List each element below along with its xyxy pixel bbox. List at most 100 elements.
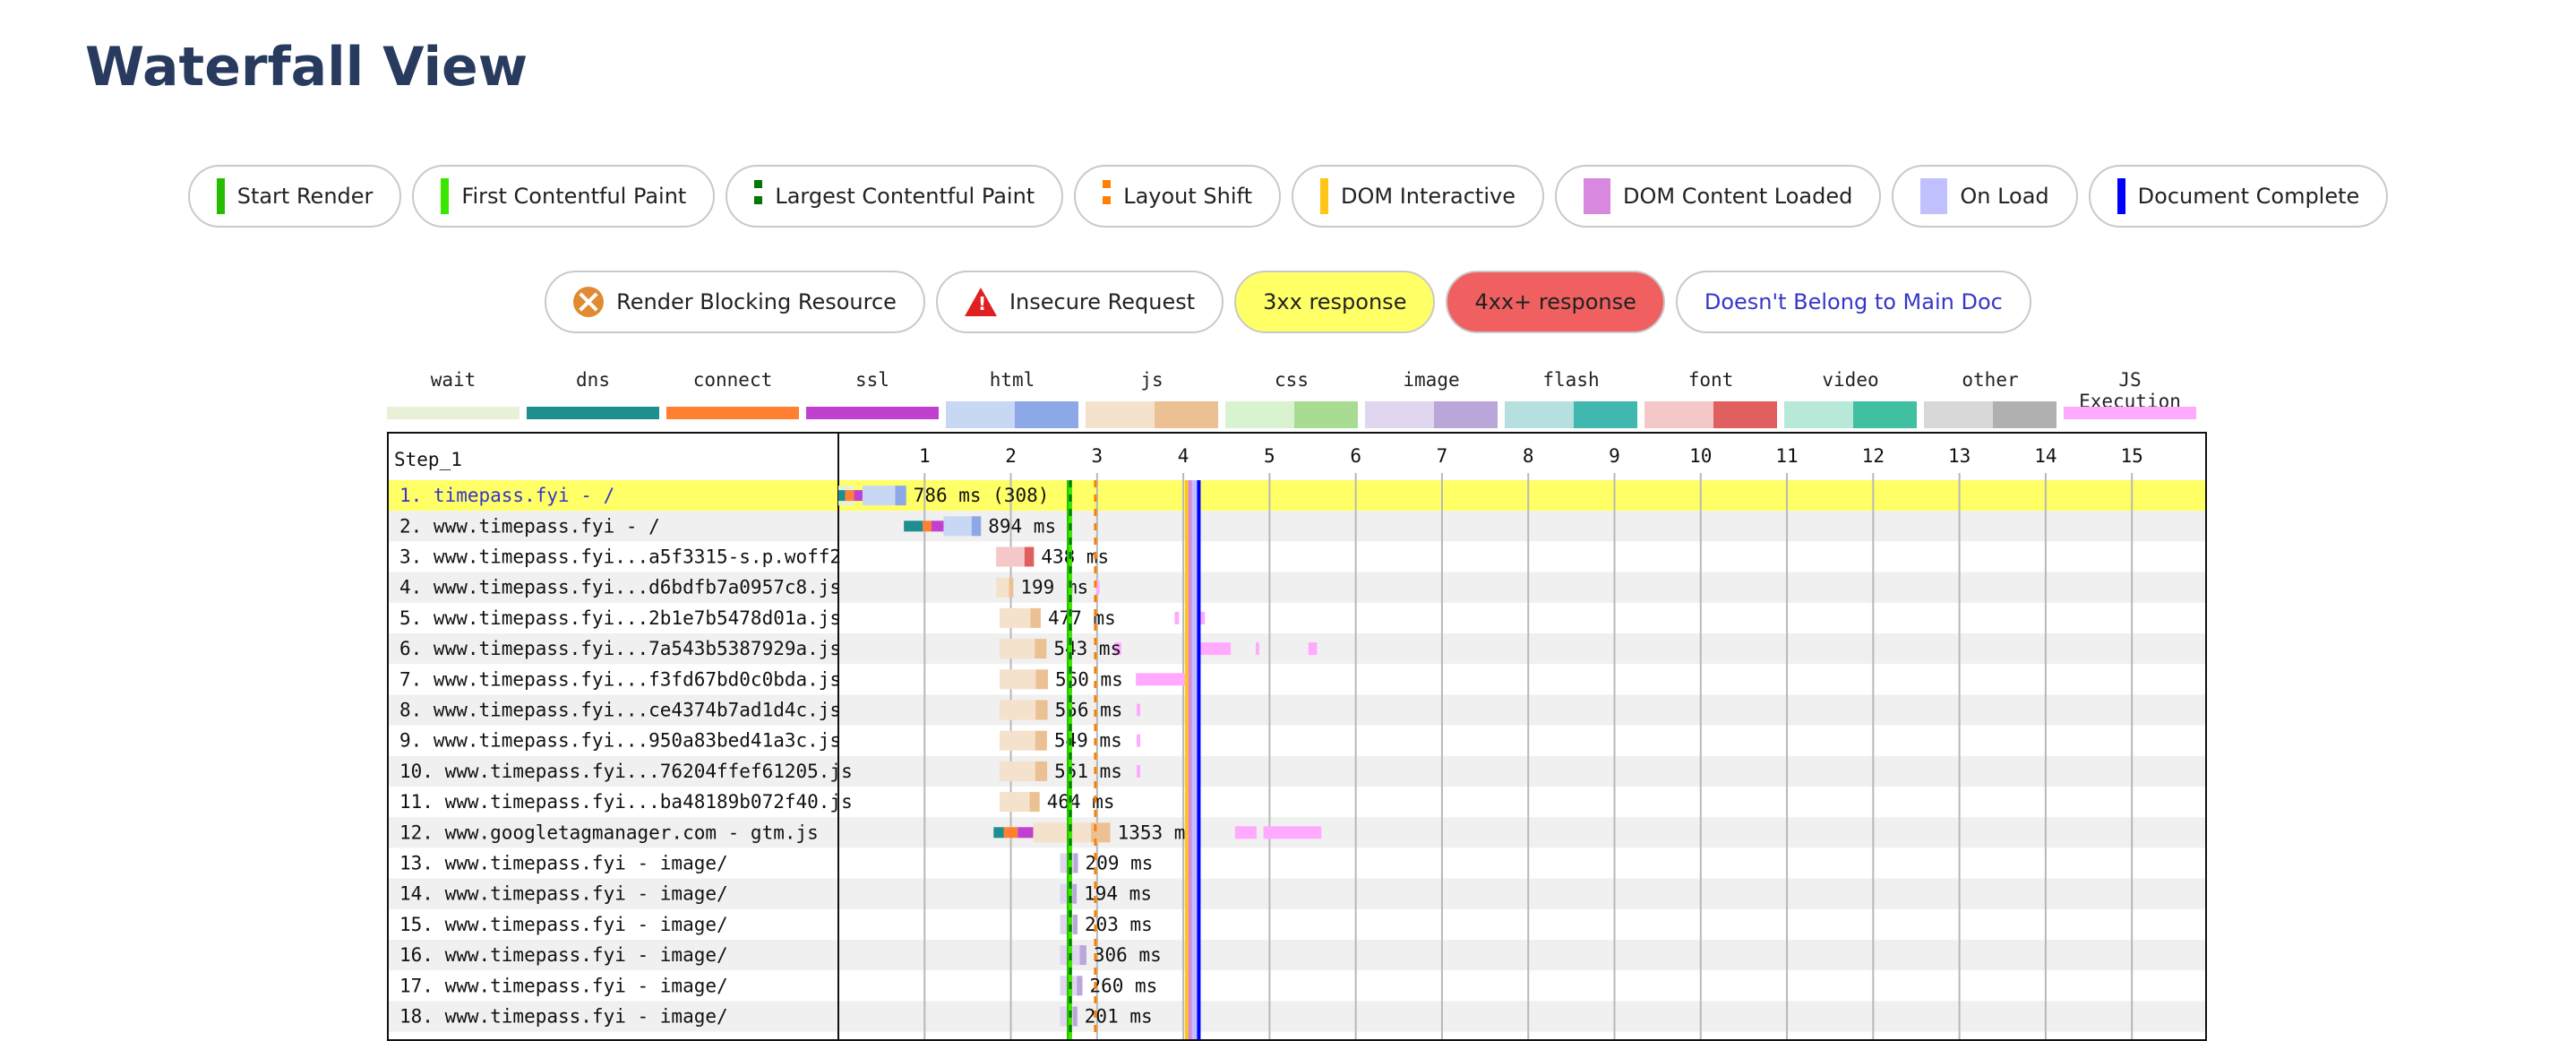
request-label: 13. www.timepass.fyi - image/ <box>399 853 728 874</box>
js-execution-bar <box>1263 826 1322 839</box>
font-download-bar <box>1024 546 1035 567</box>
request-label: 5. www.timepass.fyi...2b1e7b5478d01a.js <box>399 607 841 629</box>
tick-label: 5 <box>1264 445 1275 467</box>
request-label: 1. timepass.fyi - / <box>399 485 614 506</box>
legend-label: DOM Interactive <box>1340 184 1516 209</box>
flag-legend: Render Blocking Resource ! Insecure Reque… <box>0 271 2576 333</box>
request-label: 8. www.timepass.fyi...ce4374b7ad1d4c.js <box>399 700 841 721</box>
type-legend-bar-css <box>1225 401 1358 428</box>
legend-not-main-doc: Doesn't Belong to Main Doc <box>1675 271 2031 333</box>
type-legend-label-dns: dns <box>576 369 610 391</box>
duration-label: 438 ms <box>1041 546 1109 568</box>
legend-start-render: Start Render <box>187 165 402 228</box>
type-legend-label-other: other <box>1962 369 2019 391</box>
lcp-swatch <box>754 180 763 212</box>
js-request-bar <box>1000 761 1035 781</box>
legend-layout-shift: Layout Shift <box>1074 165 1281 228</box>
table-row <box>389 480 2205 512</box>
html-download-bar <box>895 486 906 506</box>
legend-label: DOM Content Loaded <box>1622 184 1853 209</box>
duration-label: 1353 ms <box>1118 822 1198 843</box>
legend-render-blocking: Render Blocking Resource <box>545 271 925 333</box>
js-execution-bar <box>1255 642 1259 656</box>
duration-label: 551 ms <box>1054 761 1122 782</box>
type-legend-label-connect: connect <box>692 369 773 391</box>
connect-bar <box>923 520 932 532</box>
js-execution-bar <box>1200 642 1232 656</box>
js-download-bar <box>1035 730 1047 751</box>
duration-label: 464 ms <box>1047 791 1115 813</box>
js-request-bar <box>1000 669 1036 690</box>
event-legend: Start Render First Contentful Paint Larg… <box>0 165 2576 228</box>
layout-shift-swatch <box>1103 180 1112 212</box>
request-label: 2. www.timepass.fyi - / <box>399 515 660 537</box>
legend-dom-content-loaded: DOM Content Loaded <box>1554 165 1882 228</box>
legend-label: Insecure Request <box>1009 289 1196 314</box>
type-legend-bar-js-execution <box>2064 407 2196 419</box>
request-type-legend: wait dns connect ssl html js css image flash font… <box>387 369 2205 428</box>
type-legend-label-html: html <box>989 369 1035 391</box>
duration-label: 786 ms (308) <box>914 485 1050 506</box>
tick-label: 7 <box>1437 445 1448 467</box>
table-row <box>389 940 2205 971</box>
image-download-bar <box>1072 883 1078 904</box>
duration-label: 894 ms <box>988 515 1056 537</box>
html-request-bar <box>862 486 896 506</box>
type-legend-label-js: js <box>1140 369 1163 391</box>
tick-label: 13 <box>1948 445 1971 467</box>
legend-on-load: On Load <box>1892 165 2078 228</box>
type-legend-label-image: image <box>1403 369 1460 391</box>
tick-label: 11 <box>1775 445 1798 467</box>
js-execution-bar <box>1200 611 1206 624</box>
dom-content-loaded-swatch <box>1583 178 1610 214</box>
table-row <box>389 970 2205 1002</box>
js-download-bar <box>1009 577 1014 598</box>
table-row <box>389 511 2205 542</box>
table-row <box>389 541 2205 572</box>
legend-label: Largest Contentful Paint <box>775 184 1035 209</box>
table-row <box>389 572 2205 603</box>
type-legend-bar-image <box>1365 401 1498 428</box>
image-download-bar <box>1072 1006 1078 1027</box>
table-row <box>389 787 2205 818</box>
image-download-bar <box>1077 976 1083 996</box>
js-download-bar <box>1091 822 1111 843</box>
request-label: 18. www.timepass.fyi - image/ <box>399 1006 728 1028</box>
legend-label: Document Complete <box>2137 184 2360 209</box>
request-label: 14. www.timepass.fyi - image/ <box>399 883 728 905</box>
type-legend-label-video: video <box>1822 369 1879 391</box>
duration-label: 260 ms <box>1089 975 1157 996</box>
dns-bar <box>838 490 846 502</box>
legend-label: Render Blocking Resource <box>616 289 897 314</box>
ssl-bar <box>1018 827 1034 839</box>
image-download-bar <box>1079 945 1086 966</box>
js-execution-bar <box>1095 581 1100 594</box>
js-request-bar <box>1000 639 1035 659</box>
type-legend-bar-wait <box>387 407 519 419</box>
connect-bar <box>845 490 854 502</box>
dom-interactive-swatch <box>1319 178 1328 214</box>
legend-insecure-request: ! Insecure Request <box>935 271 1224 333</box>
js-execution-bar <box>1234 826 1257 839</box>
type-legend-bar-js <box>1086 401 1218 428</box>
legend-largest-contentful-paint: Largest Contentful Paint <box>726 165 1064 228</box>
js-download-bar <box>1035 700 1048 720</box>
request-label: 15. www.timepass.fyi - image/ <box>399 914 728 935</box>
dns-bar <box>904 520 923 532</box>
tick-label: 12 <box>1862 445 1885 467</box>
tick-label: 14 <box>2034 445 2057 467</box>
tick-label: 3 <box>1092 445 1103 467</box>
waterfall-svg: Step_1 1 2 3 4 5 6 7 8 9 10 11 12 13 14 151. timepass.f… <box>389 434 2205 1039</box>
legend-label: First Contentful Paint <box>461 184 687 209</box>
start-render-swatch <box>216 178 225 214</box>
legend-label: On Load <box>1960 184 2049 209</box>
request-label: 12. www.googletagmanager.com - gtm.js <box>399 822 819 843</box>
legend-first-contentful-paint: First Contentful Paint <box>412 165 716 228</box>
type-legend-label-wait: wait <box>430 369 477 391</box>
tick-label: 4 <box>1178 445 1189 467</box>
table-row <box>389 633 2205 665</box>
legend-label: 4xx+ response <box>1474 289 1636 314</box>
request-label: 3. www.timepass.fyi...a5f3315-s.p.woff2 <box>399 546 841 568</box>
type-legend-bar-connect <box>666 407 799 419</box>
html-request-bar <box>943 516 972 537</box>
